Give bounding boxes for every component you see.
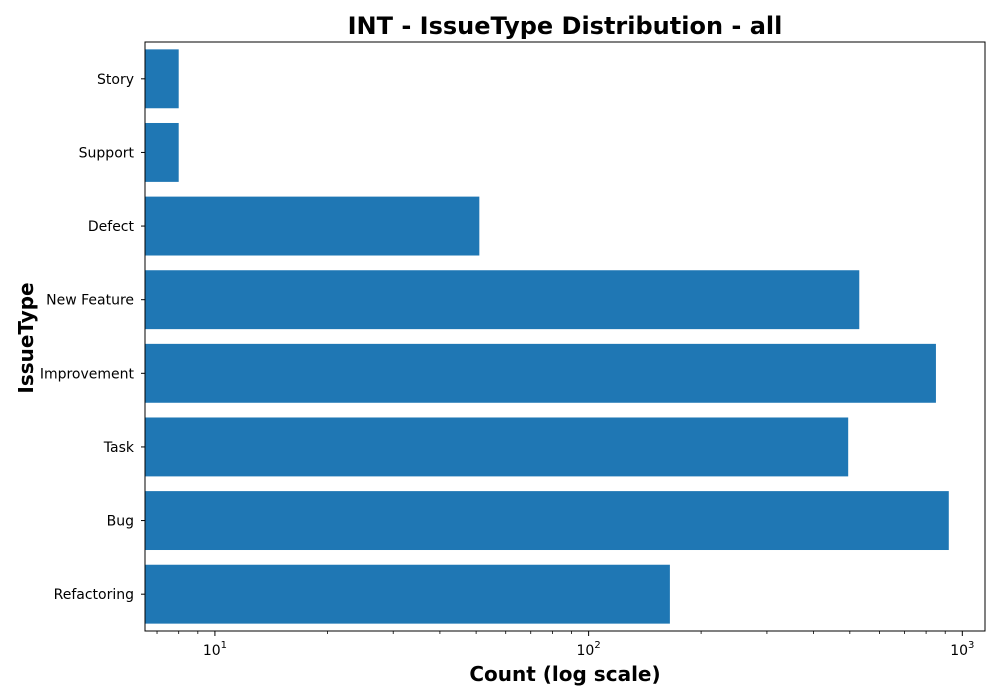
bar-improvement bbox=[145, 343, 936, 403]
x-axis-label: Count (log scale) bbox=[469, 662, 660, 686]
y-tick-label-story: Story bbox=[97, 72, 134, 88]
x-tick-label-1000: 103 bbox=[950, 640, 974, 659]
plot-frame bbox=[144, 41, 986, 632]
bar-story bbox=[145, 49, 179, 109]
y-tick-label-new-feature: New Feature bbox=[46, 293, 134, 309]
bar-task bbox=[145, 417, 849, 477]
y-tick-label-defect: Defect bbox=[88, 219, 135, 235]
bar-new-feature bbox=[145, 270, 860, 330]
y-tick-label-task: Task bbox=[103, 440, 135, 456]
bars-group bbox=[145, 49, 949, 624]
x-tick-label-100: 102 bbox=[577, 640, 601, 659]
bar-refactoring bbox=[145, 564, 670, 624]
bar-support bbox=[145, 122, 179, 182]
y-axis-label: IssueType bbox=[14, 282, 38, 393]
bar-bug bbox=[145, 491, 949, 551]
y-tick-label-refactoring: Refactoring bbox=[54, 587, 134, 603]
y-tick-label-support: Support bbox=[79, 145, 135, 161]
x-tick-label-10: 101 bbox=[203, 640, 227, 659]
chart-title: INT - IssueType Distribution - all bbox=[348, 12, 783, 40]
y-ticks-group: Refactoring Bug Task Improvement New Feature… bbox=[40, 72, 145, 603]
y-tick-label-improvement: Improvement bbox=[40, 366, 135, 382]
bar-defect bbox=[145, 196, 480, 256]
x-ticks-group: 101 102 103 bbox=[156, 631, 974, 659]
y-tick-label-bug: Bug bbox=[107, 514, 134, 530]
